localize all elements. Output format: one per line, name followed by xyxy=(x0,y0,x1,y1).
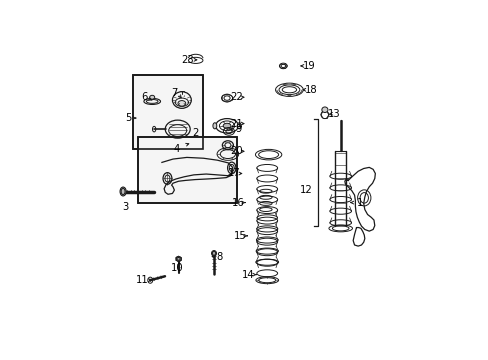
Text: 22: 22 xyxy=(229,92,242,102)
Ellipse shape xyxy=(211,251,216,256)
Ellipse shape xyxy=(212,123,216,129)
Text: 8: 8 xyxy=(216,252,222,262)
Bar xyxy=(133,75,203,149)
Ellipse shape xyxy=(149,95,154,99)
Bar xyxy=(133,75,203,149)
Text: 7: 7 xyxy=(171,87,177,98)
Ellipse shape xyxy=(175,257,181,261)
Text: 21: 21 xyxy=(229,118,242,129)
Text: 16: 16 xyxy=(232,198,244,208)
Text: 19: 19 xyxy=(302,61,315,71)
Text: 5: 5 xyxy=(124,113,131,123)
Ellipse shape xyxy=(120,187,126,196)
Text: 15: 15 xyxy=(233,231,246,241)
Bar xyxy=(137,138,237,203)
Text: 2: 2 xyxy=(192,128,198,138)
Text: 4: 4 xyxy=(174,144,180,153)
Ellipse shape xyxy=(178,100,185,106)
Ellipse shape xyxy=(321,107,327,112)
Ellipse shape xyxy=(237,123,241,129)
Text: 10: 10 xyxy=(170,263,183,273)
Text: 17: 17 xyxy=(227,168,240,179)
Text: 14: 14 xyxy=(241,270,254,280)
Ellipse shape xyxy=(223,123,230,128)
Text: 13: 13 xyxy=(327,109,339,119)
Text: 18: 18 xyxy=(305,85,317,95)
Text: 20: 20 xyxy=(229,146,242,156)
Text: 11: 11 xyxy=(135,275,148,285)
Text: 12: 12 xyxy=(299,185,312,195)
Text: 1: 1 xyxy=(356,198,363,208)
Text: 9: 9 xyxy=(234,124,241,134)
Bar xyxy=(137,138,237,203)
Text: 3: 3 xyxy=(122,202,128,212)
Text: 23: 23 xyxy=(181,55,193,65)
Text: 6: 6 xyxy=(141,92,147,102)
